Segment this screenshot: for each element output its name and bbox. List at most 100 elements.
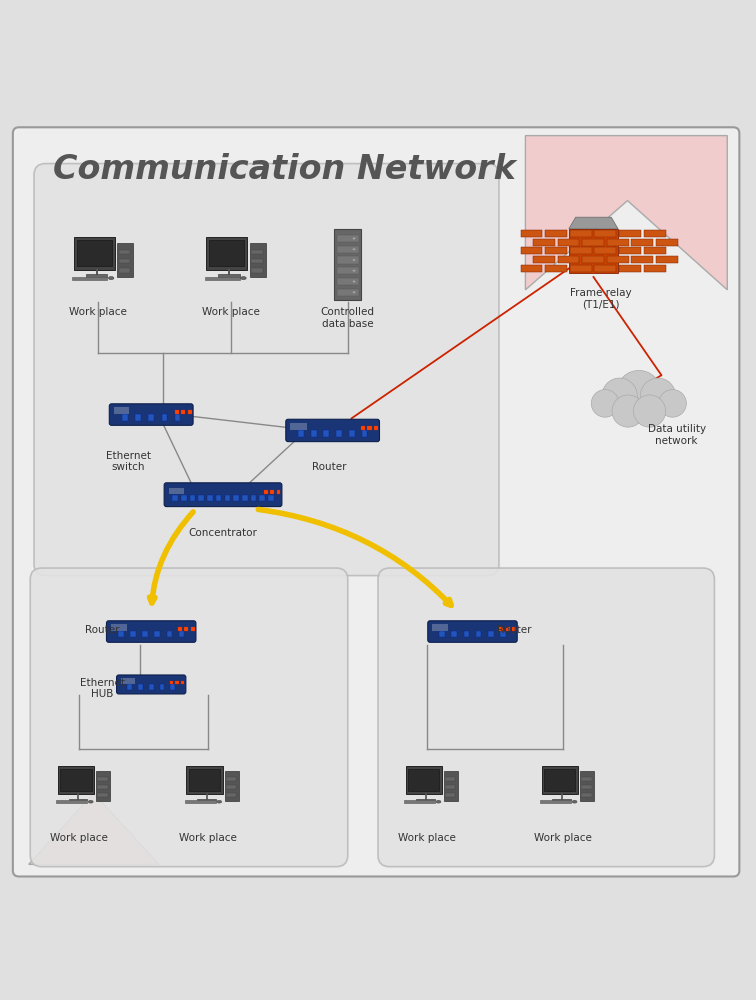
Bar: [541, 766, 578, 794]
Bar: [553, 799, 572, 800]
Bar: [404, 800, 435, 803]
Text: Router: Router: [311, 462, 346, 472]
Bar: [337, 256, 358, 264]
Bar: [181, 410, 185, 414]
Text: Ethernet
HUB: Ethernet HUB: [79, 678, 125, 699]
Ellipse shape: [353, 248, 355, 250]
Ellipse shape: [240, 277, 246, 280]
FancyBboxPatch shape: [107, 621, 196, 642]
Bar: [142, 631, 148, 637]
Bar: [175, 410, 179, 414]
Bar: [119, 268, 131, 273]
Bar: [178, 631, 184, 637]
Text: Work place: Work place: [398, 833, 456, 843]
Text: Router: Router: [85, 625, 119, 635]
Ellipse shape: [436, 800, 441, 803]
Bar: [644, 265, 665, 272]
Bar: [117, 243, 133, 277]
Bar: [251, 495, 256, 501]
Bar: [545, 265, 567, 272]
Bar: [582, 256, 604, 263]
Bar: [268, 495, 274, 501]
Bar: [191, 627, 194, 631]
Text: Work place: Work place: [202, 307, 259, 317]
Bar: [405, 766, 442, 794]
Ellipse shape: [353, 291, 355, 293]
Bar: [581, 785, 591, 789]
Bar: [533, 256, 555, 263]
Bar: [500, 631, 506, 637]
Bar: [337, 235, 358, 242]
Bar: [277, 490, 280, 494]
Bar: [148, 414, 154, 421]
Bar: [251, 259, 263, 263]
Bar: [135, 414, 141, 421]
Text: Communication Network: Communication Network: [53, 153, 516, 186]
Text: Work place: Work place: [51, 833, 108, 843]
Bar: [619, 265, 641, 272]
Bar: [580, 771, 594, 801]
FancyBboxPatch shape: [34, 164, 499, 576]
Bar: [476, 631, 482, 637]
Bar: [361, 426, 365, 430]
Bar: [569, 229, 618, 273]
Bar: [207, 495, 212, 501]
Bar: [445, 777, 455, 781]
Text: Router: Router: [497, 625, 531, 635]
Bar: [570, 230, 592, 237]
Bar: [334, 229, 361, 300]
Bar: [181, 495, 187, 501]
Bar: [570, 247, 592, 254]
Bar: [111, 624, 126, 631]
Bar: [290, 423, 307, 430]
Bar: [581, 793, 591, 797]
Polygon shape: [569, 217, 618, 229]
Bar: [184, 627, 188, 631]
Ellipse shape: [353, 237, 355, 239]
Bar: [242, 495, 248, 501]
Bar: [439, 631, 445, 637]
Bar: [57, 766, 94, 794]
Circle shape: [634, 395, 665, 427]
Bar: [98, 777, 107, 781]
Bar: [162, 414, 167, 421]
FancyBboxPatch shape: [428, 621, 517, 642]
Bar: [544, 769, 575, 791]
Bar: [533, 239, 555, 246]
Bar: [408, 769, 439, 791]
Bar: [77, 240, 112, 266]
Bar: [506, 627, 510, 631]
Bar: [205, 277, 240, 280]
Bar: [545, 230, 567, 237]
Bar: [337, 289, 358, 296]
Bar: [619, 247, 641, 254]
Bar: [445, 785, 455, 789]
Bar: [181, 681, 184, 684]
Bar: [73, 277, 107, 280]
FancyBboxPatch shape: [30, 568, 348, 867]
Ellipse shape: [88, 800, 93, 803]
Bar: [264, 490, 268, 494]
Bar: [170, 684, 175, 690]
Bar: [656, 239, 678, 246]
Bar: [488, 631, 494, 637]
Bar: [226, 793, 236, 797]
Bar: [226, 777, 236, 781]
Bar: [166, 631, 172, 637]
Ellipse shape: [108, 277, 114, 280]
Bar: [172, 495, 178, 501]
Bar: [74, 237, 115, 270]
Bar: [198, 495, 204, 501]
Bar: [218, 274, 240, 277]
Bar: [251, 250, 263, 254]
FancyBboxPatch shape: [110, 404, 193, 425]
Bar: [57, 800, 88, 803]
Bar: [249, 243, 265, 277]
Text: Controlled
data base: Controlled data base: [321, 307, 375, 329]
Bar: [69, 799, 88, 800]
Bar: [367, 426, 371, 430]
Bar: [130, 631, 136, 637]
Bar: [160, 684, 165, 690]
Bar: [187, 410, 192, 414]
Bar: [169, 488, 184, 494]
